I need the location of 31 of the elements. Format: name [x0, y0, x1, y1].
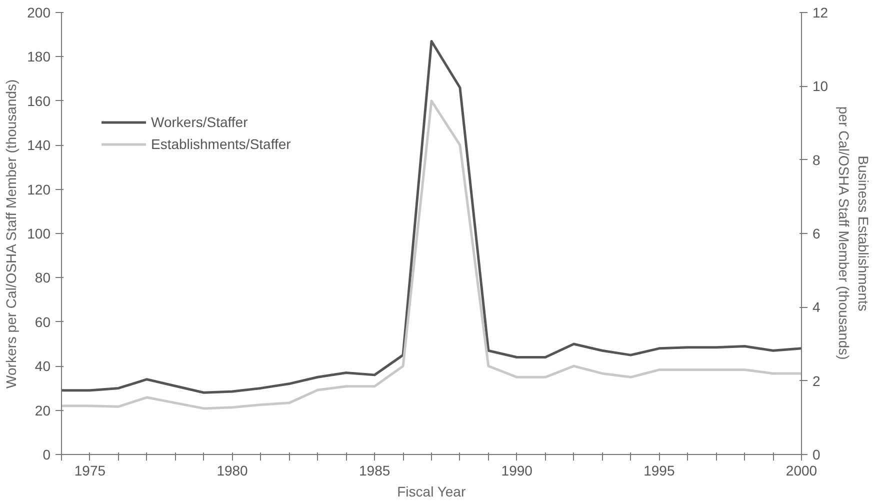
x-tick-label: 1990	[501, 462, 533, 478]
line-series	[62, 40, 802, 394]
y-tick-label: 120	[27, 181, 51, 198]
x-axis-title: Fiscal Year	[397, 484, 466, 500]
y-tick-label: 0	[42, 446, 51, 462]
y2-tick-label: 10	[812, 78, 828, 94]
y2-axis-title: Business Establishments per Cal/OSHA Staff Member (thousands)	[836, 106, 872, 360]
y-axis-title: Workers per Cal/OSHA Staff Member (thousands)	[3, 79, 20, 388]
y-tick-label: 200	[27, 4, 51, 20]
y-tick-label: 100	[27, 226, 51, 242]
x-tick-label: 1995	[644, 462, 675, 478]
x-tick-label: 1980	[216, 462, 248, 478]
y2-tick-label: 2	[812, 372, 820, 389]
y-tick-label: 160	[27, 92, 51, 109]
y-tick-label: 140	[27, 137, 51, 154]
y2-tick-label: 4	[812, 299, 820, 316]
y2-tick-label: 8	[812, 152, 820, 168]
line-series	[62, 100, 802, 410]
y-tick-label: 20	[34, 402, 51, 418]
y-tick-label: 40	[34, 358, 51, 374]
legend-label: Workers/Staffer	[151, 114, 248, 130]
x-tick-label: 1985	[359, 462, 390, 478]
y2-tick-label: 6	[812, 226, 820, 242]
y2-tick-label: 12	[812, 4, 828, 20]
y2-tick-label: 0	[812, 446, 820, 462]
x-tick-label: 1975	[74, 462, 106, 478]
y-tick-label: 180	[27, 48, 51, 65]
y-tick-label: 60	[34, 314, 51, 330]
legend-label: Establishments/Staffer	[151, 136, 291, 152]
y-tick-label: 80	[34, 270, 51, 286]
x-tick-label: 2000	[786, 462, 818, 478]
